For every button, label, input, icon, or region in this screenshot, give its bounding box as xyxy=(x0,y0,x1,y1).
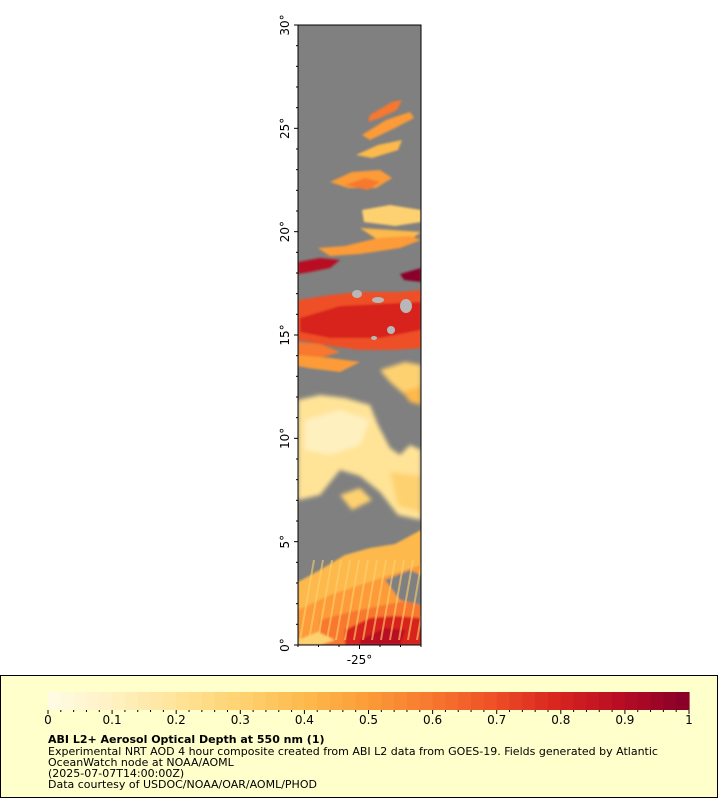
colorbar-segment xyxy=(522,692,536,710)
colorbar-tick-label: 0.8 xyxy=(551,713,570,727)
colorbar-segment xyxy=(637,692,652,710)
colorbar-segment xyxy=(496,692,511,710)
colorbar-segment xyxy=(214,692,229,710)
colorbar-segment xyxy=(124,692,139,710)
lat-tick-label: 0° xyxy=(278,638,292,652)
colorbar-segment xyxy=(265,692,280,710)
colorbar-tick-label: 0.6 xyxy=(423,713,442,727)
latitude-axis: 0° 5° 10° 15° 20° 25° 30° xyxy=(278,14,298,652)
streak-line xyxy=(398,559,414,641)
streak-line xyxy=(335,559,351,641)
colorbar-segment xyxy=(368,692,382,710)
colorbar-tick-label: 0.7 xyxy=(487,713,506,727)
colorbar-tick-label: 0.5 xyxy=(359,713,378,727)
legend-panel: 0 0.1 0.2 0.3 0.4 0.5 0.6 0.7 0.8 0.9 1 ABI L2+ Ae… xyxy=(0,675,718,798)
colorbar-segment xyxy=(112,692,126,710)
caption-title: ABI L2+ Aerosol Optical Depth at 550 nm … xyxy=(48,733,325,746)
caption-line-1: Experimental NRT AOD 4 hour composite cr… xyxy=(48,745,658,758)
colorbar-segment xyxy=(201,692,216,710)
colorbar-segment xyxy=(73,692,88,710)
colorbar-segment xyxy=(573,692,588,710)
colorbar-tick-label: 0.9 xyxy=(615,713,634,727)
colorbar-tick-label: 0.3 xyxy=(231,713,250,727)
streak-line xyxy=(317,559,333,641)
streak-line xyxy=(362,559,378,641)
colorbar-segment xyxy=(304,692,318,710)
colorbar-segment xyxy=(471,692,485,710)
caption-line-3: (2025-07-07T14:00:00Z) xyxy=(48,767,185,780)
colorbar-segment xyxy=(586,692,600,710)
colorbar-segment xyxy=(278,692,293,710)
colorbar-segment xyxy=(676,692,690,710)
colorbar-segment xyxy=(624,692,639,710)
colorbar-segment xyxy=(189,692,203,710)
plume-streaks xyxy=(299,559,421,641)
colorbar-segment xyxy=(483,692,498,710)
lat-tick-label: 30° xyxy=(278,14,292,35)
colorbar-segment xyxy=(355,692,370,710)
streak-line xyxy=(344,559,360,641)
colorbar-segment xyxy=(176,692,190,710)
colorbar-segment xyxy=(458,692,472,710)
streak-line xyxy=(416,611,421,641)
colorbar-segment xyxy=(240,692,254,710)
colorbar-segment xyxy=(150,692,164,710)
colorbar-segment xyxy=(86,692,100,710)
lat-tick-label: 25° xyxy=(278,118,292,139)
colorbar-tick-label: 0.2 xyxy=(167,713,186,727)
aerosol-plume-north xyxy=(318,100,421,256)
colorbar-segment xyxy=(663,692,677,710)
streak-line xyxy=(308,559,324,641)
map-area: 0° 5° 10° 15° 20° 25° 30° -25° xyxy=(278,14,422,667)
colorbar-segment xyxy=(547,692,562,710)
colorbar-segment xyxy=(163,692,177,710)
colorbar-segment xyxy=(612,692,626,710)
colorbar-segment xyxy=(60,692,75,710)
colorbar: 0 0.1 0.2 0.3 0.4 0.5 0.6 0.7 0.8 0.9 1 xyxy=(44,692,693,727)
streak-line xyxy=(380,559,396,641)
colorbar-segment xyxy=(227,692,241,710)
lat-tick-label: 15° xyxy=(278,324,292,345)
colorbar-segment xyxy=(137,692,152,710)
lat-tick-label: 10° xyxy=(278,428,292,449)
colorbar-segment xyxy=(381,692,395,710)
colorbar-segment xyxy=(560,692,575,710)
colorbar-segment xyxy=(419,692,434,710)
streak-line xyxy=(389,559,405,641)
lat-tick-label: 5° xyxy=(278,535,292,549)
caption-line-4: Data courtesy of USDOC/NOAA/OAR/AOML/PHO… xyxy=(48,778,317,791)
aerosol-plume-central xyxy=(298,362,421,520)
colorbar-tick-label: 0.4 xyxy=(295,713,314,727)
colorbar-segment xyxy=(330,692,344,710)
colorbar-segment xyxy=(406,692,421,710)
aod-map: 0° 5° 10° 15° 20° 25° 30° -25° xyxy=(278,14,422,667)
streak-line xyxy=(407,559,421,641)
streak-line xyxy=(353,559,369,641)
streak-line xyxy=(326,559,342,641)
colorbar-segment xyxy=(48,692,62,710)
colorbar-segment xyxy=(445,692,459,710)
lat-tick-label: 20° xyxy=(278,221,292,242)
colorbar-segment xyxy=(291,692,305,710)
colorbar-segment xyxy=(253,692,267,710)
colorbar-segment xyxy=(650,692,664,710)
colorbar-segment xyxy=(317,692,331,710)
colorbar-segment xyxy=(394,692,408,710)
longitude-axis: -25° xyxy=(297,645,422,667)
cloud-mask xyxy=(352,290,412,340)
colorbar-segment xyxy=(509,692,523,710)
aerosol-plume-saharan xyxy=(298,258,421,372)
caption-line-2: OceanWatch node at NOAA/AOML xyxy=(48,756,234,769)
colorbar-tick-label: 1 xyxy=(685,713,693,727)
streak-line xyxy=(371,559,387,641)
lon-tick-label: -25° xyxy=(347,653,373,667)
colorbar-segment xyxy=(599,692,613,710)
colorbar-tick-label: 0 xyxy=(44,713,52,727)
colorbar-segment xyxy=(99,692,113,710)
colorbar-segment xyxy=(432,692,447,710)
streak-line xyxy=(299,559,315,641)
colorbar-segment xyxy=(342,692,357,710)
colorbar-segment xyxy=(535,692,549,710)
colorbar-tick-label: 0.1 xyxy=(103,713,122,727)
